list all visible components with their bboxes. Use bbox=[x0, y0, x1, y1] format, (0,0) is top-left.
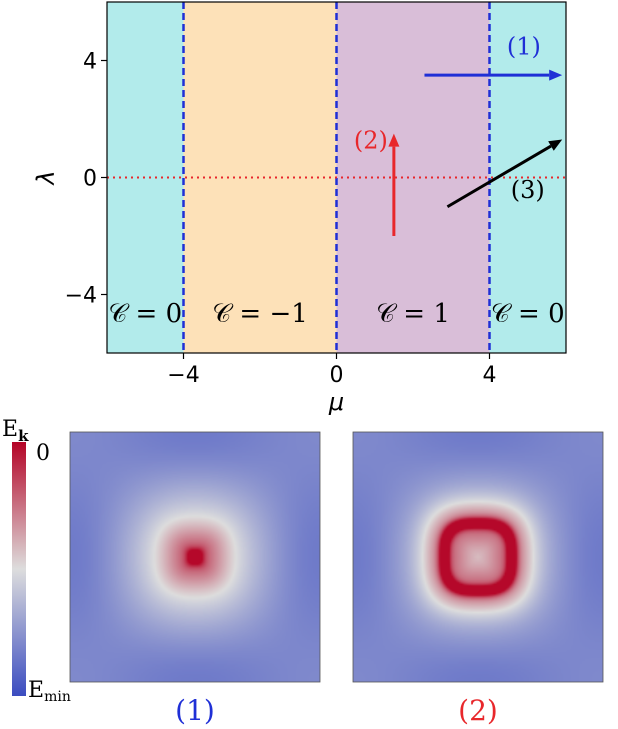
arrow-3-head bbox=[548, 139, 563, 151]
y-tick-label: −4 bbox=[65, 284, 97, 309]
region-label-2: 𝒞 = 1 bbox=[376, 299, 450, 329]
arrow-2-head bbox=[388, 133, 400, 147]
x-tick-label: 0 bbox=[330, 363, 344, 388]
heatmap-2-image bbox=[353, 432, 603, 682]
heatmap-2-caption: (2) bbox=[458, 694, 498, 727]
colorbar: Ek 0 Emin bbox=[2, 417, 71, 705]
x-tick-label: 4 bbox=[483, 363, 497, 388]
y-tick-label: 4 bbox=[83, 50, 97, 75]
colorbar-top-label: 0 bbox=[36, 441, 50, 466]
y-axis-label: λ bbox=[32, 170, 60, 186]
heatmap-1-caption: (1) bbox=[175, 694, 215, 727]
arrow-3-shaft bbox=[446, 144, 552, 209]
y-tick-label: 0 bbox=[83, 167, 97, 192]
heatmap-2: (2) bbox=[352, 431, 604, 727]
arrow-1-label: (1) bbox=[507, 33, 541, 61]
colorbar-title: Ek bbox=[2, 417, 29, 445]
arrow-1-head bbox=[549, 69, 563, 81]
heatmap-1: (1) bbox=[69, 431, 321, 727]
colorbar-bottom-label: Emin bbox=[28, 678, 71, 705]
region-label-3: 𝒞 = 0 bbox=[491, 299, 565, 329]
phase-diagram: 𝒞 = 0 𝒞 = −1 𝒞 = 1 𝒞 = 0 (1) (2) (3) −4 0 4 −4 0 4 μ λ bbox=[32, 1, 567, 416]
region-label-0: 𝒞 = 0 bbox=[108, 299, 182, 329]
heatmap-2-frame bbox=[352, 431, 604, 683]
arrow-3-label: (3) bbox=[511, 176, 545, 204]
x-tick-label: −4 bbox=[167, 363, 199, 388]
colorbar-gradient bbox=[12, 442, 26, 696]
x-axis-label: μ bbox=[328, 388, 344, 416]
region-label-1: 𝒞 = −1 bbox=[212, 299, 308, 329]
heatmap-1-image bbox=[70, 432, 320, 682]
arrow-2-label: (2) bbox=[354, 126, 388, 154]
heatmap-1-frame bbox=[69, 431, 321, 683]
